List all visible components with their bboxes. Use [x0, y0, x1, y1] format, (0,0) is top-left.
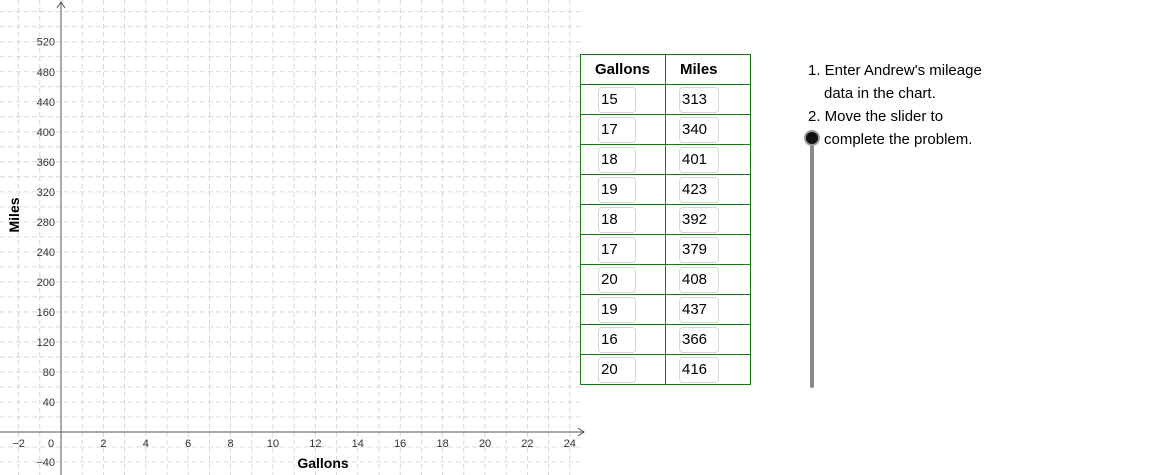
table-row: 18 401 — [580, 144, 751, 175]
y-tick-label: 160 — [37, 307, 55, 319]
table-row: 19 437 — [580, 294, 751, 325]
miles-cell: 379 — [665, 234, 751, 265]
table-row: 17 340 — [580, 114, 751, 145]
y-tick-label: −40 — [36, 457, 55, 469]
gallons-input[interactable]: 20 — [598, 356, 636, 383]
y-tick-label: 280 — [37, 217, 55, 229]
x-tick-label: 10 — [267, 438, 279, 450]
table-row: 20 408 — [580, 264, 751, 295]
miles-cell: 392 — [665, 204, 751, 235]
gallons-cell: 19 — [580, 294, 666, 325]
gallons-input[interactable]: 18 — [598, 206, 636, 233]
gallons-cell: 19 — [580, 174, 666, 205]
instruction-step-2: 2. Move the slider to — [808, 108, 944, 125]
y-tick-label: 80 — [43, 367, 55, 379]
table-row: 20 416 — [580, 354, 751, 385]
x-tick-label: 20 — [479, 438, 491, 450]
gallons-header: Gallons — [580, 54, 666, 85]
x-tick-label: 4 — [143, 438, 149, 450]
x-tick-label: 0 — [48, 438, 54, 450]
y-tick-label: 240 — [37, 247, 55, 259]
x-tick-label: 8 — [228, 438, 234, 450]
miles-input[interactable]: 437 — [679, 296, 719, 323]
y-tick-label: 320 — [37, 187, 55, 199]
y-axis-title: Miles — [6, 197, 22, 232]
miles-input[interactable]: 379 — [679, 236, 719, 263]
gallons-input[interactable]: 16 — [598, 326, 636, 353]
y-tick-label: 360 — [37, 157, 55, 169]
miles-cell: 423 — [665, 174, 751, 205]
miles-cell: 437 — [665, 294, 751, 325]
slider-knob[interactable] — [804, 130, 820, 146]
y-tick-label: 480 — [37, 67, 55, 79]
miles-input[interactable]: 340 — [679, 116, 719, 143]
gallons-cell: 20 — [580, 354, 666, 385]
x-tick-label: 18 — [436, 438, 448, 450]
miles-input[interactable]: 401 — [679, 146, 719, 173]
x-tick-label: 14 — [352, 438, 364, 450]
miles-cell: 313 — [665, 84, 751, 115]
gallons-cell: 16 — [580, 324, 666, 355]
instruction-step-2-cont: complete the problem. — [824, 131, 973, 148]
y-tick-label: 120 — [37, 337, 55, 349]
table-row: 15 313 — [580, 84, 751, 115]
y-tick-label: 40 — [43, 397, 55, 409]
coordinate-graph[interactable]: −2 0 2 4 6 8 10 12 14 16 18 20 22 24 −404080120160200… — [0, 0, 586, 475]
table-row: 19 423 — [580, 174, 751, 205]
axes — [0, 1, 585, 475]
gallons-input[interactable]: 19 — [598, 296, 636, 323]
gallons-cell: 20 — [580, 264, 666, 295]
miles-input[interactable]: 366 — [679, 326, 719, 353]
x-axis-title: Gallons — [297, 455, 349, 471]
x-tick-label: 16 — [394, 438, 406, 450]
gallons-input[interactable]: 15 — [598, 86, 636, 113]
y-tick-labels: −40 40 80 120 160 200 240 280 320 360 400 440 480 520 — [36, 37, 55, 469]
miles-cell: 366 — [665, 324, 751, 355]
y-tick-label: 520 — [37, 37, 55, 49]
x-tick-labels: −2 0 2 4 6 8 10 12 14 16 18 20 22 24 — [12, 438, 576, 450]
mileage-table: Gallons Miles 15 313 17 340 18 401 19 423 18 392 1… — [580, 54, 751, 385]
gallons-cell: 17 — [580, 114, 666, 145]
instruction-step-1: 1. Enter Andrew's mileage — [808, 62, 982, 79]
slider-track[interactable] — [810, 137, 814, 388]
gallons-cell: 18 — [580, 204, 666, 235]
x-tick-label: 6 — [185, 438, 191, 450]
y-axis-arrow — [56, 1, 66, 9]
table-header-row: Gallons Miles — [580, 54, 751, 85]
miles-input[interactable]: 392 — [679, 206, 719, 233]
gallons-input[interactable]: 17 — [598, 116, 636, 143]
instruction-step-1-cont: data in the chart. — [824, 85, 936, 102]
gallons-input[interactable]: 18 — [598, 146, 636, 173]
miles-header: Miles — [665, 54, 751, 85]
y-tick-label: 440 — [37, 97, 55, 109]
miles-input[interactable]: 408 — [679, 266, 719, 293]
y-tick-label: 400 — [37, 127, 55, 139]
gallons-cell: 17 — [580, 234, 666, 265]
table-row: 17 379 — [580, 234, 751, 265]
x-tick-label: 12 — [309, 438, 321, 450]
instructions: 1. Enter Andrew's mileage data in the ch… — [808, 59, 982, 151]
gallons-input[interactable]: 17 — [598, 236, 636, 263]
miles-cell: 408 — [665, 264, 751, 295]
miles-input[interactable]: 313 — [679, 86, 719, 113]
grid-lines — [0, 0, 584, 475]
table-row: 18 392 — [580, 204, 751, 235]
miles-cell: 340 — [665, 114, 751, 145]
gallons-cell: 15 — [580, 84, 666, 115]
gallons-input[interactable]: 20 — [598, 266, 636, 293]
table-row: 16 366 — [580, 324, 751, 355]
miles-cell: 401 — [665, 144, 751, 175]
miles-input[interactable]: 416 — [679, 356, 719, 383]
x-tick-label: −2 — [12, 438, 25, 450]
x-tick-label: 24 — [564, 438, 576, 450]
x-axis-arrow — [577, 427, 585, 437]
y-tick-label: 200 — [37, 277, 55, 289]
x-tick-label: 22 — [521, 438, 533, 450]
gallons-cell: 18 — [580, 144, 666, 175]
miles-input[interactable]: 423 — [679, 176, 719, 203]
x-tick-label: 2 — [100, 438, 106, 450]
gallons-input[interactable]: 19 — [598, 176, 636, 203]
miles-cell: 416 — [665, 354, 751, 385]
table-body: 15 313 17 340 18 401 19 423 18 392 17 379 20 408 19 437… — [580, 84, 751, 385]
